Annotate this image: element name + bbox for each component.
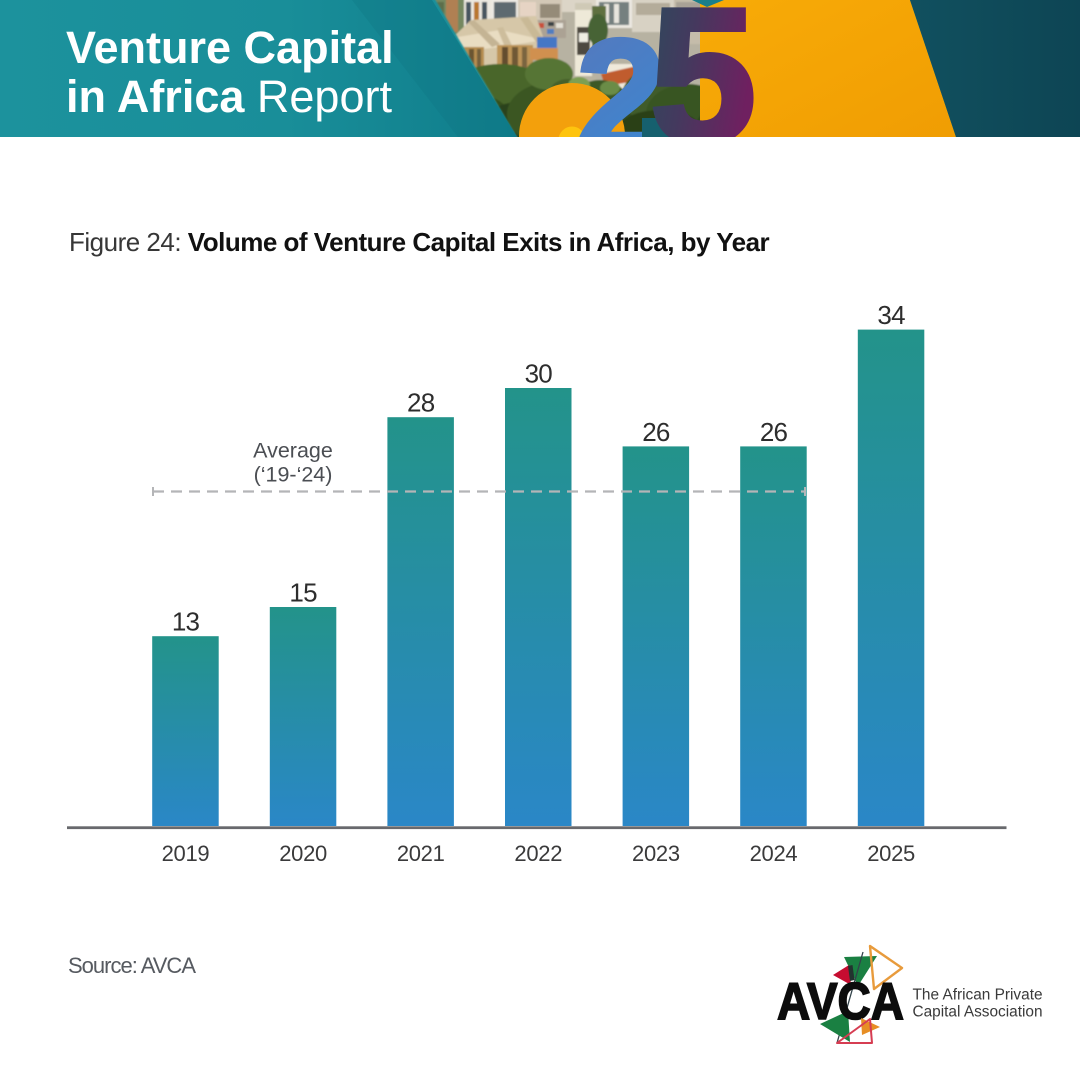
svg-text:2023: 2023 bbox=[632, 841, 680, 866]
svg-text:30: 30 bbox=[525, 359, 553, 389]
svg-text:in Africa Report: in Africa Report bbox=[66, 71, 392, 122]
svg-text:26: 26 bbox=[760, 417, 788, 447]
svg-text:2020: 2020 bbox=[279, 841, 327, 866]
svg-text:34: 34 bbox=[877, 300, 905, 330]
svg-text:5: 5 bbox=[650, 0, 757, 137]
svg-text:(‘19-‘24): (‘19-‘24) bbox=[254, 463, 333, 487]
svg-text:2022: 2022 bbox=[514, 841, 562, 866]
svg-text:2021: 2021 bbox=[397, 841, 445, 866]
svg-text:Venture Capital: Venture Capital bbox=[66, 22, 394, 73]
svg-text:The African Private: The African Private bbox=[913, 987, 1043, 1004]
svg-text:13: 13 bbox=[172, 607, 200, 637]
svg-text:AVCA: AVCA bbox=[777, 973, 904, 1031]
svg-text:2: 2 bbox=[576, 6, 666, 137]
svg-text:28: 28 bbox=[407, 388, 435, 418]
svg-text:Average: Average bbox=[253, 439, 333, 463]
svg-text:2025: 2025 bbox=[867, 841, 915, 866]
svg-text:15: 15 bbox=[289, 578, 317, 608]
svg-text:26: 26 bbox=[642, 417, 670, 447]
svg-text:2019: 2019 bbox=[162, 841, 210, 866]
svg-text:2024: 2024 bbox=[750, 841, 798, 866]
svg-text:Capital Association: Capital Association bbox=[913, 1004, 1043, 1021]
